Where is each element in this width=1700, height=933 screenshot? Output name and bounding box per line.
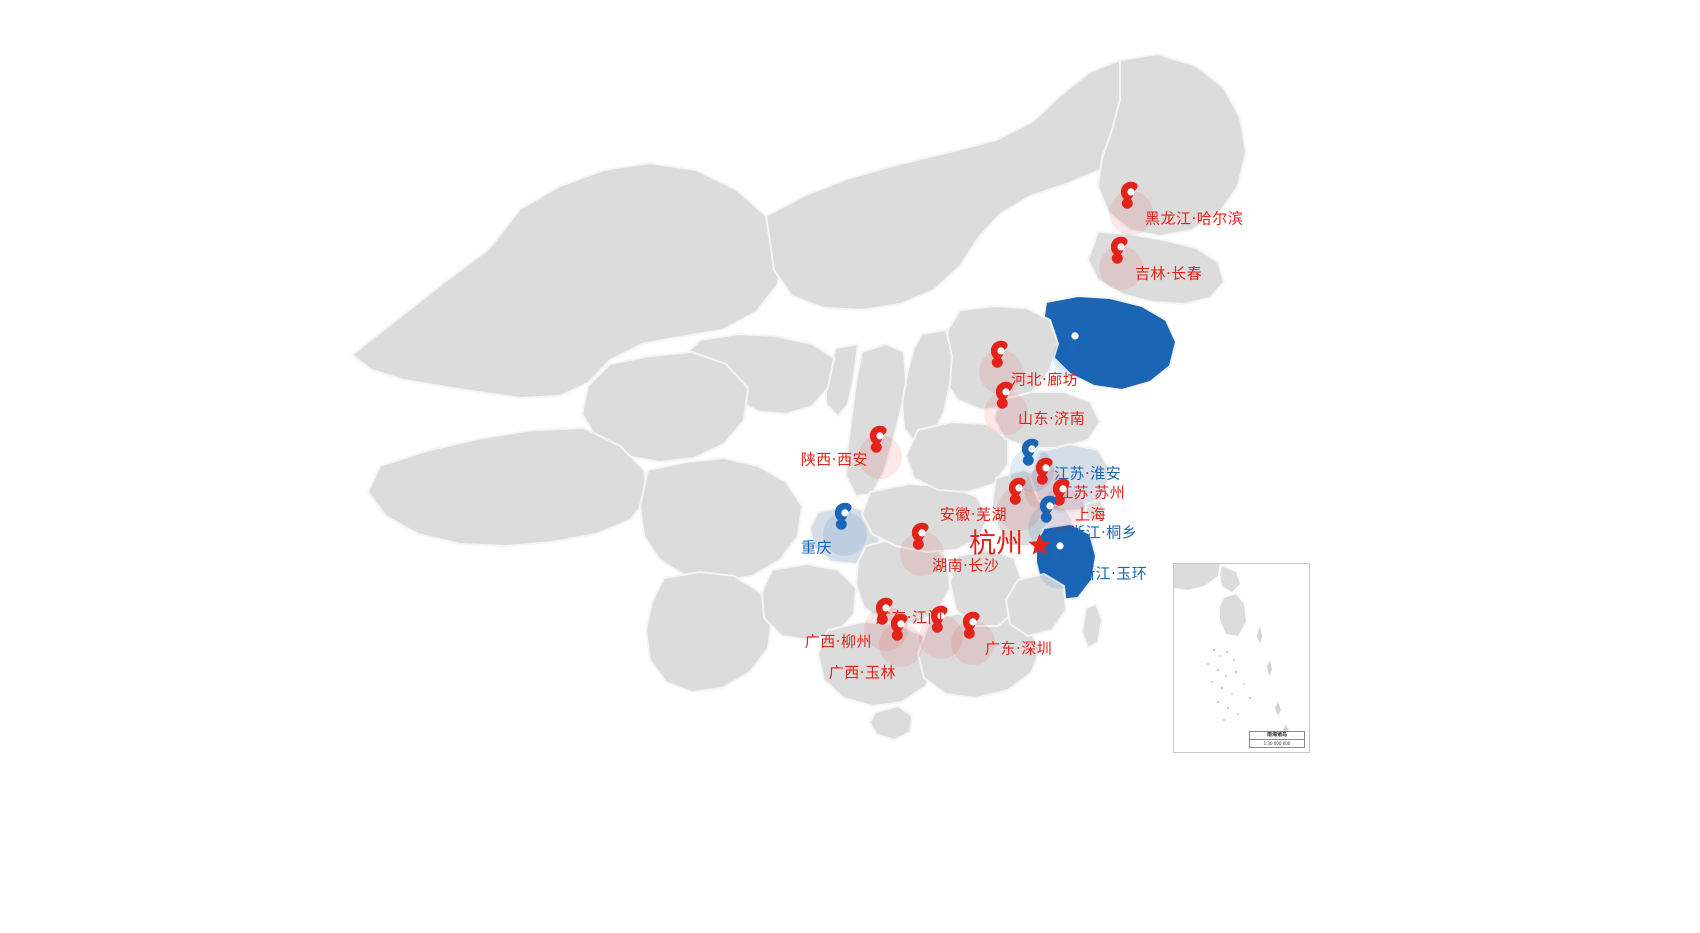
location-pin-icon <box>1008 477 1026 505</box>
marker-label-yuhuan: 浙江·玉环 <box>1080 564 1148 583</box>
location-pin-icon <box>1120 181 1138 209</box>
south-china-sea-inset[interactable]: 南海诸岛 1:30 000 000 <box>1173 563 1310 753</box>
marker-label-tongxiang: 浙江·桐乡 <box>1070 523 1138 542</box>
headquarters-label: 杭州 <box>969 528 1023 560</box>
inset-scale-ratio: 1:30 000 000 <box>1263 741 1291 746</box>
location-pin-icon <box>1039 495 1057 523</box>
inset-scale-bar: 南海诸岛 1:30 000 000 <box>1249 731 1305 748</box>
marker-label-suzhou: 江苏·苏州 <box>1058 483 1126 502</box>
province-henan[interactable] <box>905 421 1009 493</box>
marker-label-jinan: 山东·济南 <box>1018 409 1086 428</box>
location-pin-icon <box>962 611 980 639</box>
location-pin-icon <box>890 613 908 641</box>
province-liaoning[interactable] <box>1041 295 1177 391</box>
marker-label-harbin: 黑龙江·哈尔滨 <box>1145 209 1244 228</box>
marker-label-huaian: 江苏·淮安 <box>1054 464 1122 483</box>
province-shanghai[interactable] <box>1085 499 1107 523</box>
marker-label-yulin: 广西·玉林 <box>828 663 896 682</box>
marker-label-chongqing: 重庆 <box>800 538 832 557</box>
province-tibet[interactable] <box>367 427 649 547</box>
marker-label-xian: 陕西·西安 <box>800 450 868 469</box>
province-xinjiang[interactable] <box>351 162 783 399</box>
marker-label-shanghai: 上海 <box>1075 505 1107 524</box>
province-jiangxi[interactable] <box>949 549 1023 627</box>
location-pin-icon <box>1021 438 1039 466</box>
inset-title: 南海诸岛 <box>1250 732 1304 740</box>
marker-label-langfang: 河北·廊坊 <box>1011 370 1079 389</box>
province-taiwan[interactable] <box>1081 603 1103 649</box>
location-pin-icon <box>1049 535 1067 563</box>
province-qinghai[interactable] <box>581 351 749 463</box>
location-pin-icon <box>930 605 948 633</box>
province-sichuan[interactable] <box>639 457 803 583</box>
province-hainan[interactable] <box>869 705 913 741</box>
marker-label-liuzhou: 广西·柳州 <box>804 632 872 651</box>
province-shapes <box>351 53 1247 741</box>
marker-label-changsha: 湖南·长沙 <box>932 556 1000 575</box>
province-shandong[interactable] <box>993 391 1101 449</box>
location-pin-icon <box>1110 236 1128 264</box>
province-guangxi[interactable] <box>817 621 935 707</box>
location-pin-icon <box>869 425 887 453</box>
location-pin-icon <box>1064 325 1082 353</box>
marker-label-wuhu: 安徽·芜湖 <box>939 505 1007 524</box>
inset-map-svg <box>1174 564 1309 752</box>
location-pin-icon <box>834 502 852 530</box>
location-pin-icon <box>875 597 893 625</box>
marker-label-shenzhen: 广东·深圳 <box>985 639 1053 658</box>
location-pin-icon <box>911 522 929 550</box>
location-pin-icon <box>990 340 1008 368</box>
marker-label-changchun: 吉林·长春 <box>1135 264 1203 283</box>
location-pin-icon <box>1052 478 1070 506</box>
marker-label-dalian: 辽宁·大连 <box>1093 353 1161 372</box>
province-fujian[interactable] <box>1005 573 1067 637</box>
province-shaanxi[interactable] <box>845 343 907 497</box>
province-yunnan[interactable] <box>645 571 773 693</box>
location-pin-icon <box>995 381 1013 409</box>
location-pin-icon <box>1035 457 1053 485</box>
star-icon <box>1028 533 1051 555</box>
